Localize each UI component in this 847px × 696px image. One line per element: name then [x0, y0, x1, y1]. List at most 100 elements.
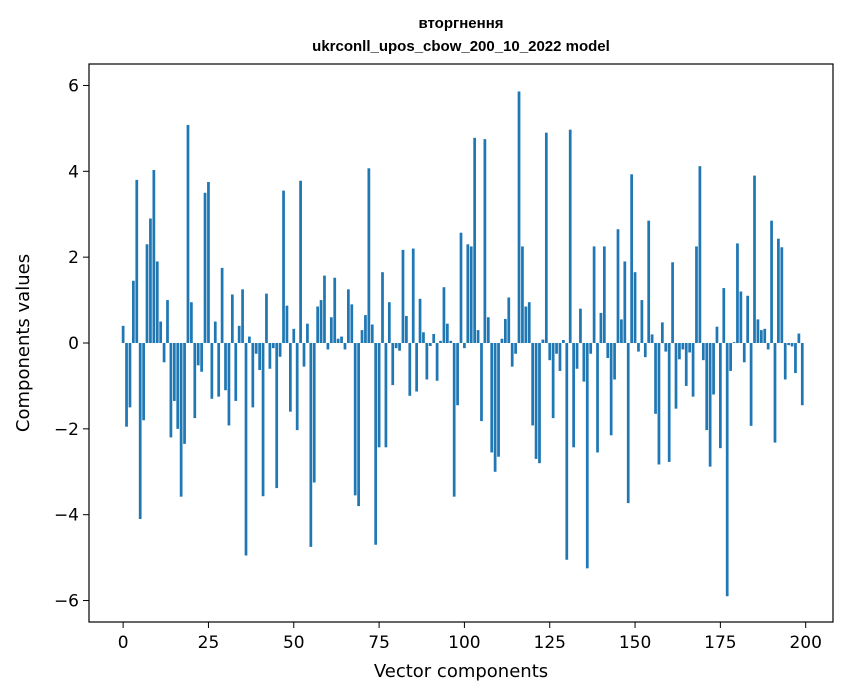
bar	[749, 343, 753, 426]
bar	[551, 343, 555, 419]
bar	[756, 319, 760, 343]
bar	[695, 246, 698, 343]
bar	[732, 342, 736, 343]
bar	[715, 326, 719, 343]
x-tick-label: 50	[283, 633, 305, 653]
bar	[671, 262, 674, 343]
bar	[405, 315, 408, 343]
bar	[217, 343, 221, 397]
chart-title: вторгнення	[418, 15, 503, 32]
bar	[500, 338, 504, 343]
bar	[456, 343, 459, 406]
bar	[650, 334, 654, 343]
bar	[507, 297, 511, 343]
bar	[169, 343, 173, 438]
bar	[582, 343, 586, 382]
bar	[329, 317, 333, 343]
bar	[678, 343, 681, 360]
bar	[609, 343, 613, 436]
bar	[166, 300, 169, 343]
bar	[476, 330, 480, 343]
bar	[589, 343, 593, 354]
bar	[285, 305, 289, 343]
bar	[521, 246, 524, 343]
bar	[626, 343, 630, 504]
bar	[210, 343, 214, 399]
bar	[159, 321, 163, 343]
bar	[353, 343, 357, 496]
bar	[381, 272, 384, 343]
bar	[797, 333, 801, 343]
chart-subtitle: ukrconll_upos_cbow_200_10_2022 model	[312, 38, 610, 55]
bar	[415, 343, 418, 392]
bar	[121, 325, 125, 343]
bar	[794, 343, 797, 374]
bar	[763, 328, 767, 343]
bar	[558, 343, 562, 371]
y-tick-label: 4	[68, 162, 79, 182]
bar	[374, 343, 378, 545]
bar	[299, 180, 302, 343]
bar	[319, 300, 323, 343]
bar	[241, 289, 244, 343]
x-tick-label: 150	[619, 633, 651, 653]
x-tick-label: 0	[118, 633, 129, 653]
bar	[674, 343, 678, 409]
bar	[701, 343, 705, 361]
bar	[630, 174, 634, 343]
bar	[599, 312, 603, 343]
bar	[746, 295, 750, 343]
bar	[408, 343, 412, 396]
y-tick-label: 2	[68, 248, 79, 268]
bar	[660, 322, 664, 343]
bar	[736, 243, 739, 343]
bar	[684, 343, 688, 386]
x-tick-label: 200	[789, 633, 821, 653]
bar	[585, 343, 589, 569]
bar	[524, 306, 528, 343]
bar	[719, 343, 722, 449]
bar	[739, 291, 743, 343]
bar	[254, 343, 258, 354]
bar	[367, 168, 371, 343]
bar	[469, 246, 473, 343]
bar	[179, 343, 183, 497]
bar	[548, 343, 552, 361]
bar	[244, 343, 248, 556]
bar	[261, 343, 265, 497]
bar	[145, 244, 149, 343]
bar	[698, 166, 702, 343]
bar	[531, 343, 535, 426]
bar	[466, 244, 470, 343]
bar	[510, 343, 514, 367]
bar	[196, 343, 200, 366]
bar	[282, 190, 285, 343]
y-tick-label: −4	[54, 506, 79, 526]
bar	[149, 218, 152, 343]
bar-series	[121, 91, 804, 597]
bar	[473, 137, 477, 343]
bar	[800, 343, 804, 406]
bar	[555, 343, 558, 354]
bar	[445, 323, 449, 343]
bar	[562, 340, 565, 343]
bar	[565, 343, 569, 560]
bar	[544, 132, 548, 343]
bar	[295, 343, 299, 431]
x-axis: 0 25 50 75 100 125 150 175 200	[118, 622, 822, 653]
bar	[712, 343, 715, 395]
bar	[411, 248, 415, 343]
bar	[729, 343, 732, 371]
x-axis-label: Vector components	[374, 661, 548, 682]
y-tick-label: 6	[68, 76, 79, 96]
bar	[640, 300, 644, 343]
bar	[333, 277, 337, 343]
x-tick-label: 25	[198, 633, 220, 653]
bar	[377, 343, 381, 448]
bar	[343, 343, 347, 350]
bar	[162, 343, 166, 363]
bar	[172, 343, 176, 401]
bar	[326, 343, 330, 350]
bar	[596, 343, 599, 453]
